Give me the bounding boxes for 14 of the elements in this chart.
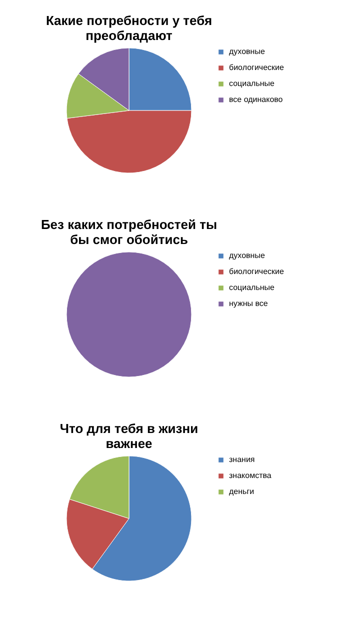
chart-title: Что для тебя в жизни важнее bbox=[60, 421, 198, 451]
legend-label: деньги bbox=[229, 487, 254, 496]
legend-label: биологические bbox=[229, 267, 285, 276]
legend-label: нужны все bbox=[229, 299, 268, 308]
legend-label: все одинаково bbox=[229, 95, 284, 104]
chart-title: Какие потребности у тебя преобладают bbox=[46, 13, 212, 43]
chart-title: Без каких потребностей ты бы смог обойтись bbox=[40, 217, 218, 247]
legend-label: социальные bbox=[229, 79, 276, 88]
legend-label: биологические bbox=[229, 63, 285, 72]
legend-label: духовные bbox=[229, 251, 266, 260]
legend-label: духовные bbox=[229, 47, 266, 56]
legend-label: знания bbox=[229, 455, 255, 464]
legend-label: социальные bbox=[229, 283, 276, 292]
legend-label: знакомства bbox=[229, 471, 272, 480]
